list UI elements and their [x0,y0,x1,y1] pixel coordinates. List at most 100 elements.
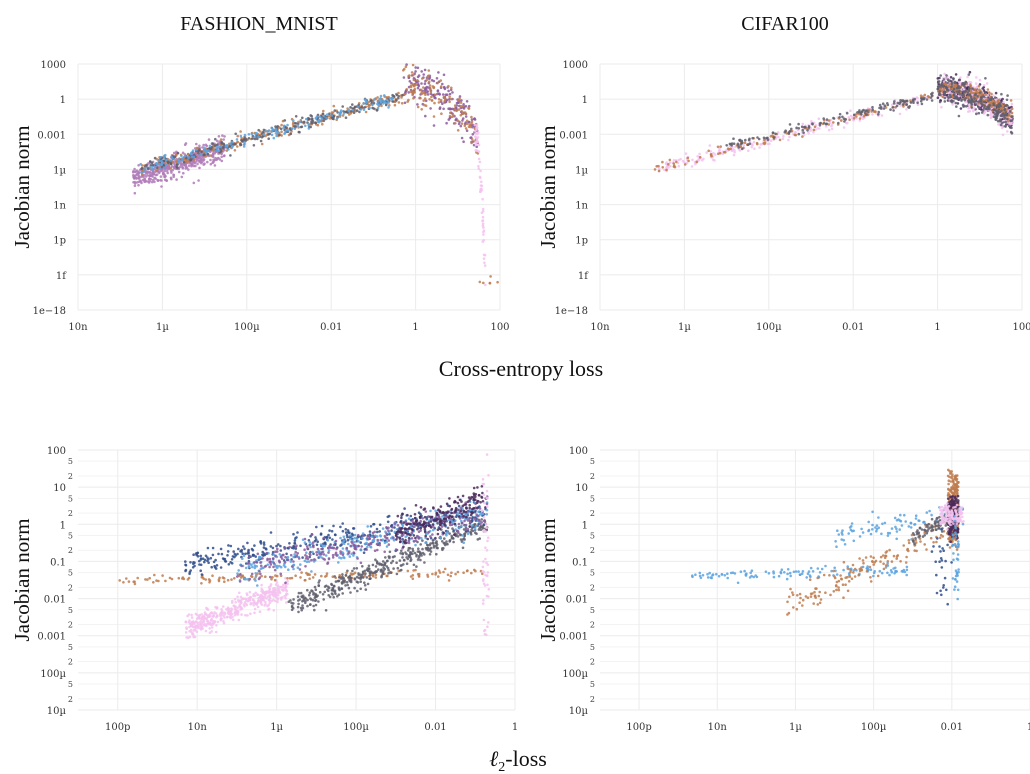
y-tick-label: 1µ [575,165,588,176]
scatter-point [253,544,256,547]
scatter-point [425,78,429,82]
scatter-point [200,160,204,164]
scatter-point [239,130,242,133]
scatter-point [474,524,478,528]
scatter-point [855,115,858,118]
scatter-point [753,147,756,150]
scatter-point [477,164,480,168]
y-minor-tick-label: 5 [68,494,73,503]
scatter-point [428,84,432,87]
scatter-point [982,84,986,87]
scatter-point [311,576,315,579]
scatter-point [352,567,356,570]
scatter-point [992,102,995,105]
scatter-point [331,538,334,541]
scatter-point [199,628,203,631]
scatter-point [477,528,481,531]
scatter-point [959,107,963,110]
scatter-point [777,131,780,134]
scatter-point [964,80,968,84]
scatter-point [279,544,282,548]
scatter-point [208,144,212,148]
scatter-point [237,600,241,603]
scatter-point [349,534,352,537]
scatter-point [439,79,443,82]
scatter-point [204,155,207,158]
scatter-point [221,134,224,137]
scatter-point [330,583,334,587]
scatter-point [445,542,448,546]
scatter-point [465,129,469,132]
y-tick-label: 100 [47,446,66,457]
scatter-point [170,162,173,165]
scatter-point [208,627,211,630]
scatter-point [299,591,303,595]
scatter-point [342,535,346,539]
scatter-point [200,150,203,154]
scatter-point [410,71,414,74]
x-tick-label: 100 [1012,322,1030,333]
scatter-point [407,98,410,102]
scatter-point [330,529,334,533]
scatter-point [341,522,345,525]
scatter-point [276,598,280,601]
scatter-point [405,562,409,565]
scatter-point [301,604,304,607]
scatter-point [952,77,955,80]
scatter-point [827,128,831,132]
scatter-point [251,565,254,569]
scatter-point [208,581,211,584]
scatter-point [236,595,239,599]
scatter-point [386,574,389,578]
scatter-point [990,105,993,108]
scatter-point [348,537,352,541]
scatter-point [226,554,229,557]
scatter-point [418,96,422,100]
scatter-point [920,102,924,106]
scatter-point [472,140,475,143]
scatter-point [297,599,300,602]
scatter-point [434,96,437,100]
scatter-point [145,163,148,167]
scatter-point [425,88,428,91]
scatter-point [400,549,403,553]
x-tick-label: 1µ [678,322,691,333]
scatter-point [476,132,479,136]
scatter-point [375,570,379,573]
scatter-point [198,148,201,151]
scatter-point [990,96,994,99]
scatter-point [296,122,300,126]
scatter-point [923,93,927,97]
scatter-point [132,580,135,583]
scatter-point [681,159,685,163]
scatter-point [237,569,240,572]
scatter-point [464,127,468,130]
scatter-point [969,83,972,86]
scatter-point [390,561,393,565]
scatter-point [301,556,304,559]
scatter-point [415,565,418,568]
scatter-point [737,148,741,151]
scatter-point [478,537,482,540]
scatter-point [325,572,329,575]
scatter-point [276,600,279,604]
scatter-point [950,85,953,89]
scatter-point [412,73,415,77]
scatter-points [131,63,499,287]
scatter-point [162,159,166,163]
scatter-point [175,178,178,181]
scatter-point [449,574,453,578]
scatter-point [419,88,423,92]
scatter-point [436,81,439,85]
scatter-point [475,126,478,129]
y-tick-label: 100µ [40,669,66,680]
scatter-point [1000,126,1004,130]
scatter-point [940,105,943,109]
scatter-point [311,589,314,593]
scatter-point [1007,124,1011,128]
scatter-point [230,608,234,611]
scatter-point [283,119,287,122]
scatter-point [187,576,191,580]
scatter-point [470,122,473,125]
scatter-point [364,110,368,114]
